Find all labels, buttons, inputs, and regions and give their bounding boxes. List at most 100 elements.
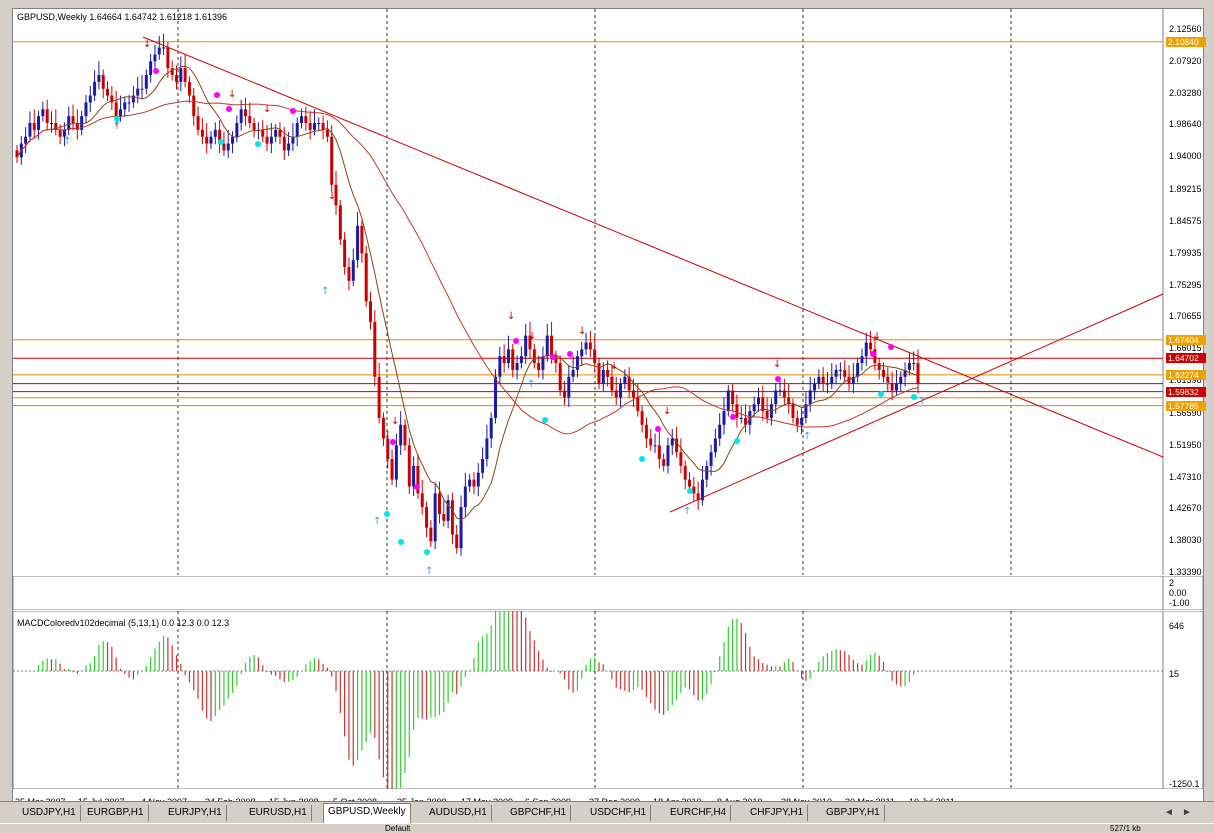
candle-body — [502, 356, 506, 364]
candle-body — [524, 335, 528, 357]
candle-body — [118, 109, 122, 117]
high-dot-marker — [775, 376, 781, 382]
candle-body — [412, 465, 416, 487]
candle-body — [825, 383, 829, 385]
candle-body — [778, 390, 782, 392]
tab-scroll-left-icon[interactable]: ◄ — [1164, 807, 1174, 818]
candle-body — [537, 363, 541, 370]
candle-body — [795, 417, 799, 425]
candle-body — [851, 376, 855, 384]
candle-body — [640, 411, 644, 425]
oscillator-panel — [13, 576, 1203, 610]
candle-body — [506, 349, 510, 364]
candle-body — [597, 363, 601, 384]
candle-body — [636, 397, 640, 412]
candle-body — [472, 479, 476, 487]
candle-body — [834, 369, 838, 377]
candle-body — [722, 411, 726, 425]
tab-usdjpy-h1[interactable]: USDJPY,H1 — [18, 805, 81, 821]
candle-body — [817, 376, 821, 384]
candle-body — [756, 397, 760, 405]
candle-body — [84, 102, 88, 117]
candle-body — [584, 342, 588, 350]
tab-chfjpy-h1[interactable]: CHFJPY,H1 — [746, 805, 809, 821]
buy-arrow-icon: ↑ — [63, 136, 71, 147]
candle-body — [601, 369, 605, 384]
tab-gbpjpy-h1[interactable]: GBPJPY,H1 — [822, 805, 885, 821]
candle-body — [860, 356, 864, 364]
price-level-tag: 1.57785 — [1166, 400, 1206, 411]
tab-gbpchf-h1[interactable]: GBPCHF,H1 — [506, 805, 572, 821]
candle-body — [554, 356, 558, 364]
sell-arrow-icon: ↓ — [578, 326, 586, 337]
candle-body — [545, 335, 549, 357]
candle-body — [403, 424, 407, 446]
candle-body — [308, 123, 312, 130]
candle-body — [243, 109, 247, 117]
price-tick-label: 1.75295 — [1169, 279, 1202, 290]
chart-area[interactable]: ↓ ↓ ↓ ↓ ↓ ↓ ↓ ↓ ↓ ↓ ↓ ↓ ↑ ↑ ↑ ↑ ↑ ↑ ↑ ↑ ↑ ↑ GBPUSD,Weekly 1.6… — [12, 8, 1206, 807]
low-dot-marker — [398, 539, 404, 545]
candle-body — [498, 356, 502, 377]
price-tick-label: 1.79935 — [1169, 247, 1202, 258]
low-dot-marker — [878, 391, 884, 397]
tab-audusd-h1[interactable]: AUDUSD,H1 — [425, 805, 492, 821]
candle-body — [235, 123, 239, 137]
tab-eurjpy-h1[interactable]: EURJPY,H1 — [164, 805, 227, 821]
tab-usdchf-h1[interactable]: USDCHF,H1 — [586, 805, 652, 821]
candle-body — [265, 136, 269, 144]
low-dot-marker — [114, 116, 120, 122]
candle-body — [700, 479, 704, 501]
candle-body — [800, 417, 804, 425]
macd-tick-label: 15 — [1169, 669, 1180, 679]
candle-body — [123, 102, 127, 110]
price-tick-label: 1.66015 — [1169, 343, 1202, 354]
price-tick-label: 1.61396 — [1169, 374, 1202, 385]
candle-body — [519, 356, 523, 364]
candle-body — [41, 109, 45, 117]
candle-body — [187, 81, 191, 96]
candle-body — [847, 376, 851, 384]
price-level-tag: 2.10840 — [1166, 36, 1206, 47]
oscillator-tick-label: 2 — [1169, 578, 1175, 588]
oscillator-frame — [13, 576, 1203, 610]
price-tick-label: 1.94000 — [1169, 151, 1202, 162]
candle-body — [679, 452, 683, 466]
price-tick-label: 1.89215 — [1169, 184, 1202, 195]
tab-eurusd-h1[interactable]: EURUSD,H1 — [245, 805, 312, 821]
candle-body — [226, 143, 230, 151]
tab-gbpusd-weekly[interactable]: GBPUSD,Weekly — [323, 803, 411, 823]
candle-body — [179, 68, 183, 82]
candle-body — [787, 397, 791, 405]
high-dot-marker — [153, 68, 159, 74]
candle-body — [550, 335, 554, 357]
candle-body — [274, 129, 278, 137]
high-dot-marker — [730, 414, 736, 420]
candle-body — [558, 363, 562, 391]
candle-body — [744, 417, 748, 425]
ascending-trendline[interactable] — [669, 293, 1164, 513]
price-chart[interactable]: ↓ ↓ ↓ ↓ ↓ ↓ ↓ ↓ ↓ ↓ ↓ ↓ ↑ ↑ ↑ ↑ ↑ ↑ ↑ ↑ ↑ ↑ — [13, 9, 1203, 575]
tab-eurgbp-h1[interactable]: EURGBP,H1 — [83, 805, 149, 821]
price-tick-label: 1.70655 — [1169, 311, 1202, 322]
tab-scroll-right-icon[interactable]: ► — [1182, 807, 1192, 818]
candle-body — [101, 74, 105, 89]
candle-body — [433, 493, 437, 542]
high-dot-marker — [655, 426, 661, 432]
candle-body — [907, 363, 911, 370]
candle-body — [562, 390, 566, 398]
candle-body — [894, 383, 898, 391]
candle-body — [131, 95, 135, 103]
candle-body — [877, 363, 881, 370]
slow-moving-average — [16, 100, 919, 435]
candle-body — [726, 390, 730, 412]
candle-body — [377, 376, 381, 418]
candle-body — [231, 136, 235, 144]
candle-body — [269, 136, 273, 144]
candle-body — [300, 116, 304, 124]
candle-body — [239, 109, 243, 124]
descending-trendline[interactable] — [142, 36, 1164, 458]
tab-eurchf-h4[interactable]: EURCHF,H4 — [666, 805, 732, 821]
candle-body — [429, 527, 433, 542]
